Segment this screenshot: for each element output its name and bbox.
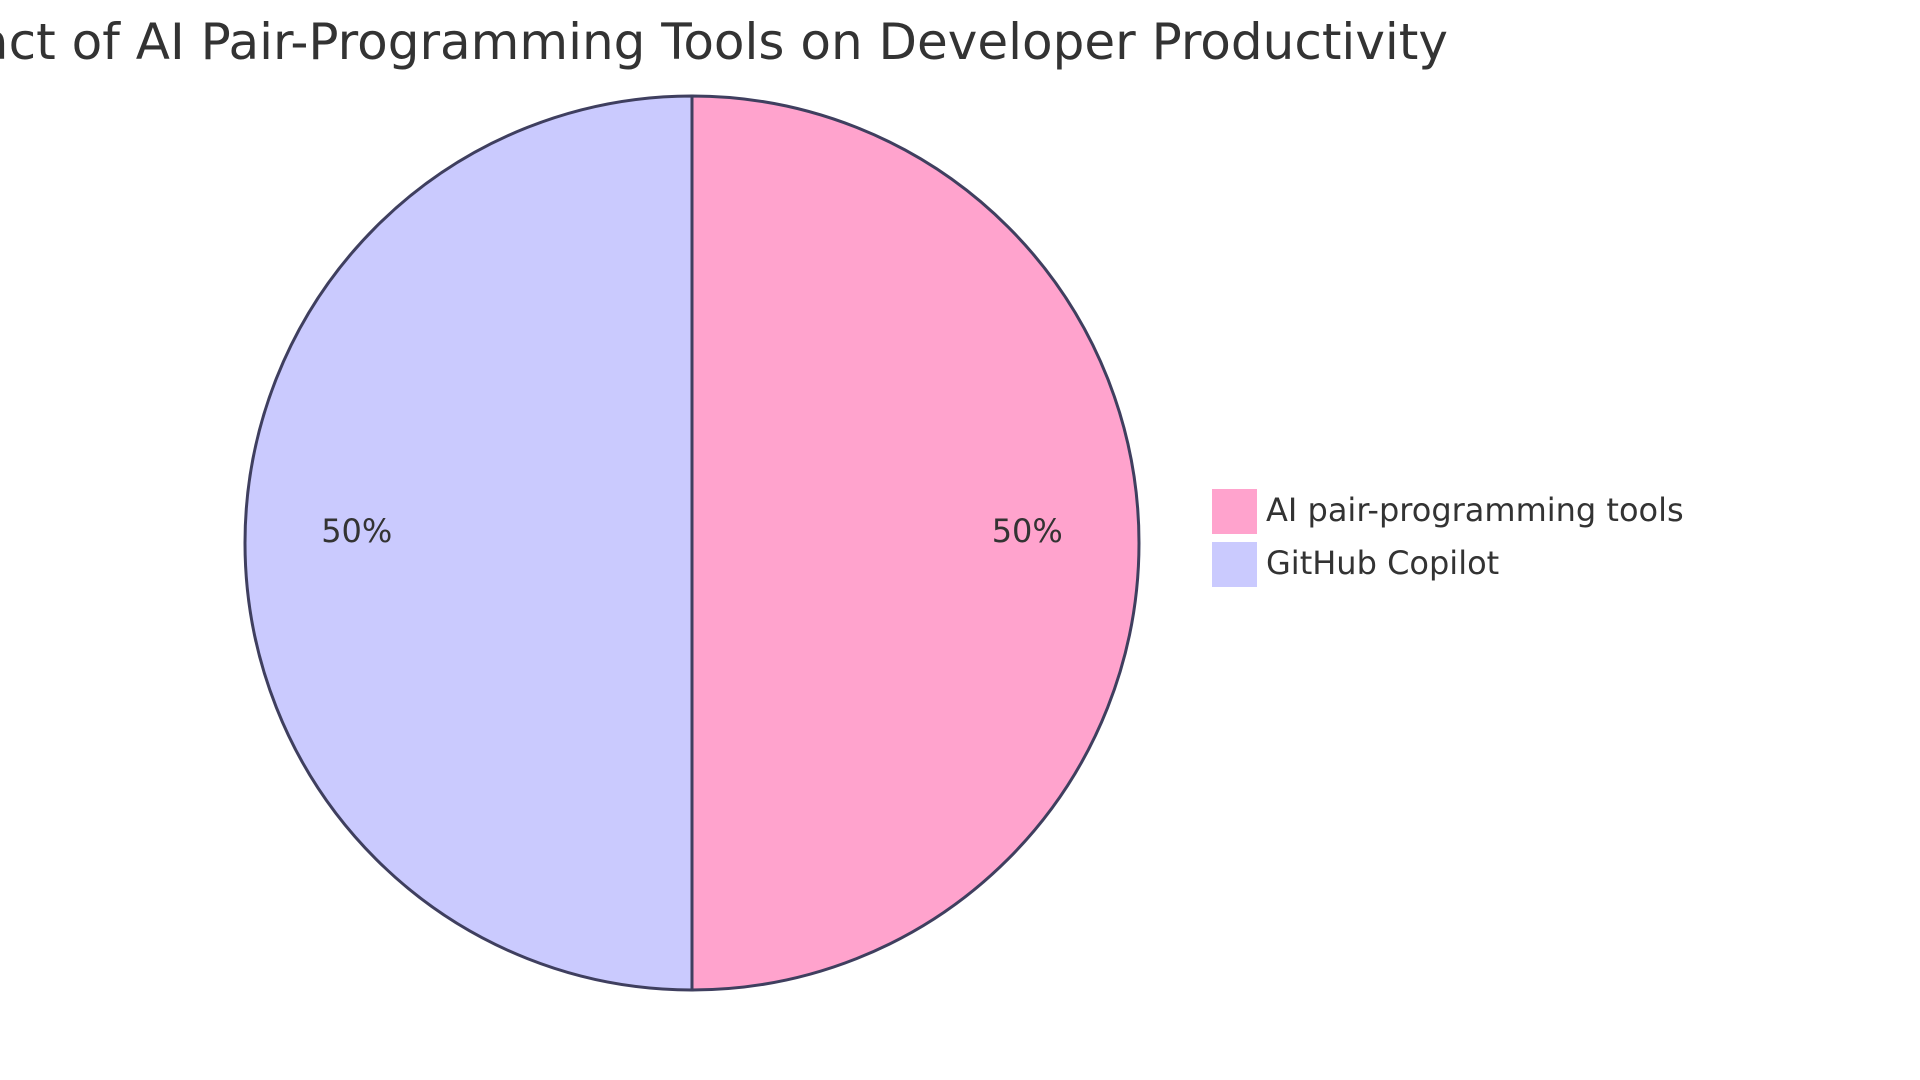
legend-swatch xyxy=(1212,542,1257,587)
pie-slice xyxy=(243,94,694,992)
legend-swatch xyxy=(1212,489,1257,534)
chart-title: Impact of AI Pair-Programming Tools on D… xyxy=(0,13,1448,71)
pie-slices xyxy=(243,94,1141,992)
legend-label: GitHub Copilot xyxy=(1266,544,1499,582)
pie-slice-percent-label: 50% xyxy=(992,512,1063,550)
pie-slice xyxy=(690,94,1141,992)
pie-slice-percent-label: 50% xyxy=(321,512,392,550)
pie-slice-labels: 50% 50% xyxy=(321,512,1063,550)
legend-label: AI pair-programming tools xyxy=(1266,491,1684,529)
chart-legend: AI pair-programming tools GitHub Copilot xyxy=(1212,489,1684,587)
